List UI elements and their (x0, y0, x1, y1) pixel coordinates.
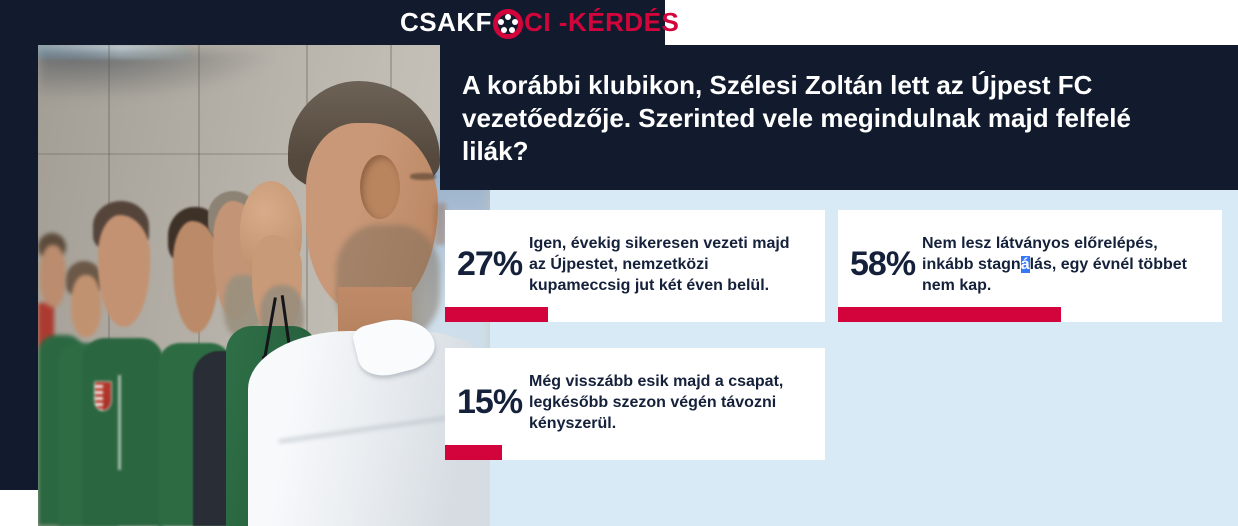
question-panel: A korábbi klubikon, Szélesi Zoltán lett … (440, 45, 1238, 190)
photo-foreground-man (38, 45, 490, 526)
question-text: A korábbi klubikon, Szélesi Zoltán lett … (462, 70, 1131, 166)
poll-percent: 27% (457, 244, 523, 283)
poll-option-text: Még visszább esik majd a csapat, legkéső… (529, 372, 784, 432)
left-navy-band (0, 0, 38, 490)
team-photo (38, 45, 490, 526)
result-bar (445, 445, 502, 460)
result-bar (838, 307, 1061, 322)
photo-person-3 (38, 45, 490, 526)
poll-percent: 58% (850, 244, 916, 283)
poll-option-card-1[interactable]: 27% Igen, évekig sikeresen vezeti majd a… (445, 210, 825, 322)
top-bar: CSAKF CI -KÉRDÉS (0, 0, 679, 45)
brand-part-kerdes: -KÉRDÉS (551, 7, 680, 37)
hungarian-crest (94, 381, 112, 411)
poll-option-card-3[interactable]: 15% Még visszább esik majd a csapat, leg… (445, 348, 825, 460)
selected-character: á (1020, 255, 1030, 273)
poll-option-text: Nem lesz látványos előrelépés, inkább st… (922, 234, 1187, 294)
soccer-ball-icon (493, 8, 524, 39)
brand-part-csakf: CSAKF (400, 7, 493, 37)
brand-part-ci: CI (524, 7, 552, 37)
brand-logo[interactable]: CSAKF CI -KÉRDÉS (400, 0, 679, 45)
poll-option-card-2[interactable]: 58% Nem lesz látványos előrelépés, inkáb… (838, 210, 1222, 322)
result-bar (445, 307, 548, 322)
poll-option-text: Igen, évekig sikeresen vezeti majd az Új… (529, 234, 790, 294)
poll-percent: 15% (457, 382, 523, 421)
